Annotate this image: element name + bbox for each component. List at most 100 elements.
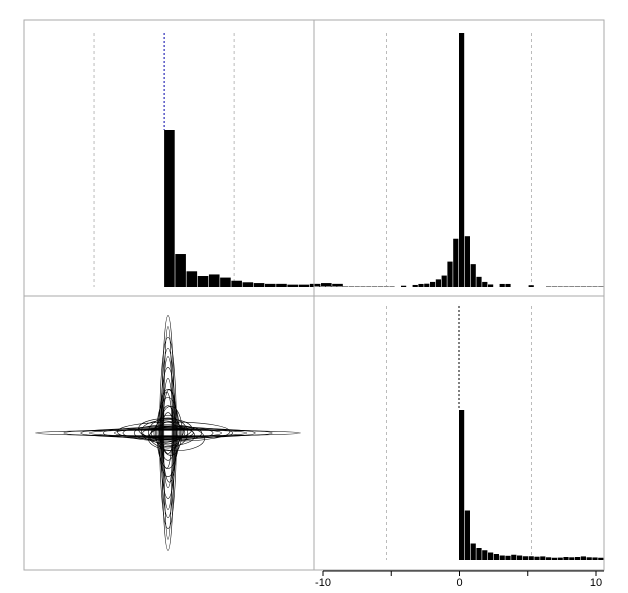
histogram-bar xyxy=(348,286,354,287)
histogram-bar xyxy=(175,254,186,287)
histogram-bar xyxy=(287,284,298,287)
contour-ellipse xyxy=(163,326,173,540)
histogram-bar xyxy=(476,276,482,287)
histogram-bar xyxy=(435,279,441,287)
histogram-bar xyxy=(575,286,581,287)
histogram-bar xyxy=(528,556,534,560)
histogram-bar xyxy=(563,557,569,560)
histogram-bar xyxy=(586,286,592,287)
histogram-bar xyxy=(557,557,563,560)
histogram-bar xyxy=(186,271,198,287)
histogram-bar xyxy=(551,286,557,287)
histogram-bar xyxy=(592,557,598,560)
histogram-bar xyxy=(231,280,242,287)
histogram-bar xyxy=(470,543,476,560)
contour-ellipse xyxy=(160,391,173,469)
histogram-bar xyxy=(354,286,360,287)
contour-ellipse xyxy=(147,417,189,449)
histogram-bar xyxy=(482,550,488,560)
histogram-bar xyxy=(557,286,563,287)
contour-ellipse xyxy=(88,429,248,437)
histogram-bar xyxy=(569,557,575,560)
histogram-bar xyxy=(208,274,220,287)
histogram-bar xyxy=(488,552,494,560)
histogram-bar xyxy=(499,555,505,560)
histogram-bar xyxy=(264,283,276,287)
histogram-bar xyxy=(424,283,430,287)
histogram-bar xyxy=(360,286,366,287)
panel-frames xyxy=(23,19,605,571)
histogram-bar xyxy=(505,555,511,560)
contour-ellipse xyxy=(159,405,183,456)
histogram-bar xyxy=(377,286,383,287)
histogram-bar xyxy=(488,284,494,287)
histogram-bar xyxy=(551,557,557,560)
histogram-bar xyxy=(522,556,528,560)
contour-ellipse xyxy=(155,414,181,452)
histogram-bar xyxy=(592,286,598,287)
histogram-bar xyxy=(482,281,488,287)
histogram-bar xyxy=(464,236,470,287)
histogram-bar xyxy=(321,283,332,287)
contour-ellipse xyxy=(114,428,222,438)
histogram-bar xyxy=(464,510,470,560)
histogram-bar xyxy=(598,286,604,287)
histogram-bar xyxy=(366,286,372,287)
contour-ellipse xyxy=(161,412,175,454)
histogram-bar xyxy=(314,286,320,287)
contour-ellipse xyxy=(80,427,256,439)
contour-ellipse xyxy=(162,389,177,483)
x-tick-label: 10 xyxy=(590,577,602,589)
histogram-bar xyxy=(441,275,447,287)
histogram-bar xyxy=(453,238,459,287)
histogram-bar xyxy=(511,554,517,560)
histogram-bar xyxy=(343,286,349,287)
histogram-bar xyxy=(276,283,287,287)
histogram-bar xyxy=(546,286,552,287)
histogram-bar xyxy=(220,277,231,287)
x-axis: -10 0 10 xyxy=(315,570,604,589)
histogram-bar xyxy=(372,286,378,287)
panel-top-right-histogram xyxy=(314,33,605,287)
histogram-bar xyxy=(575,557,581,560)
histogram-bar xyxy=(383,286,389,287)
panel-top-left-histogram xyxy=(93,33,343,287)
histogram-bar xyxy=(412,284,418,287)
x-tick-label: -10 xyxy=(315,577,331,589)
histogram-bar xyxy=(242,282,254,287)
histogram-bar xyxy=(430,281,436,287)
histogram-bar xyxy=(459,33,465,287)
histogram-bar xyxy=(164,130,175,287)
contour-ellipse xyxy=(35,429,301,437)
contour-ellipse xyxy=(162,378,174,488)
histogram-bar xyxy=(517,555,523,560)
x-tick-label: 0 xyxy=(456,577,462,589)
histogram-bar xyxy=(325,286,331,287)
histogram-bar xyxy=(337,286,343,287)
contour-ellipse xyxy=(159,367,177,499)
histogram-bar xyxy=(505,283,511,287)
panel-bottom-left-ellipses xyxy=(35,315,301,551)
contour-ellipse xyxy=(138,418,193,440)
histogram-bar xyxy=(534,556,540,560)
contour-ellipse xyxy=(63,428,273,438)
histogram-bar xyxy=(598,557,604,560)
histogram-bar xyxy=(197,276,209,287)
histogram-bar xyxy=(540,556,546,560)
histogram-bar xyxy=(401,285,407,287)
histogram-bar xyxy=(309,283,321,287)
histogram-bar xyxy=(546,557,552,560)
contour-ellipse xyxy=(156,397,180,469)
contour-ellipse xyxy=(142,427,194,439)
histogram-bar xyxy=(418,283,424,287)
histogram-bar xyxy=(331,286,337,287)
panel-bottom-right-histogram xyxy=(386,306,605,560)
histogram-bar xyxy=(569,286,575,287)
histogram-bar xyxy=(476,548,482,560)
histogram-bar xyxy=(586,557,592,560)
histogram-bar xyxy=(332,283,343,287)
histogram-bar xyxy=(580,286,586,287)
histogram-bar xyxy=(470,264,476,287)
histogram-bar xyxy=(493,554,499,560)
